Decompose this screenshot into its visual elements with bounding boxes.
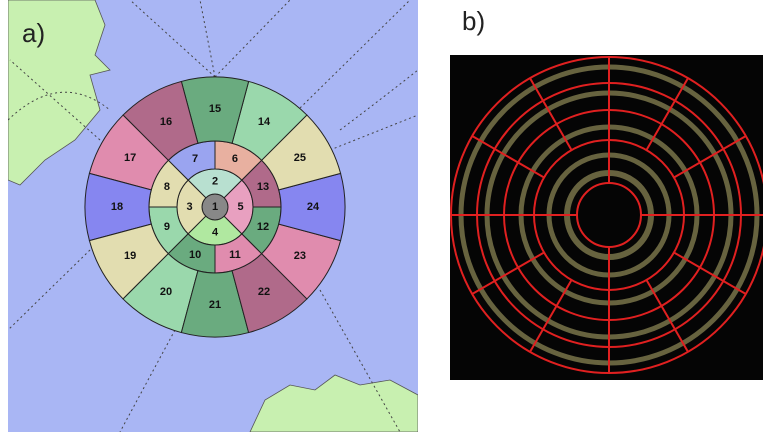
segment-label: 9 xyxy=(164,221,170,233)
page: 1234567891011121314151617181920212223242… xyxy=(0,0,764,434)
segment-label: 20 xyxy=(160,286,172,298)
figure: 1234567891011121314151617181920212223242… xyxy=(0,0,764,434)
segment-label: 8 xyxy=(164,181,170,193)
panel-label: a) xyxy=(22,18,45,48)
segment-label: 16 xyxy=(160,116,172,128)
segment-label: 13 xyxy=(257,181,269,193)
segment-label: 14 xyxy=(258,116,271,128)
panel-label: b) xyxy=(462,6,485,36)
segment-label: 21 xyxy=(209,299,221,311)
segment-label: 2 xyxy=(212,175,218,187)
segment-label: 1 xyxy=(212,201,218,213)
segment-label: 23 xyxy=(294,250,306,262)
segment-label: 17 xyxy=(124,152,136,164)
segment-label: 15 xyxy=(209,103,221,115)
segment-label: 11 xyxy=(229,249,241,261)
segment-label: 18 xyxy=(111,201,123,213)
segment-label: 5 xyxy=(237,201,243,213)
segment-label: 4 xyxy=(212,226,219,238)
segment-label: 7 xyxy=(192,153,198,165)
segment-label: 12 xyxy=(257,221,269,233)
segment-label: 10 xyxy=(189,249,201,261)
segment-label: 3 xyxy=(186,201,192,213)
segment-label: 6 xyxy=(232,153,238,165)
segment-label: 24 xyxy=(307,201,320,213)
segment-label: 19 xyxy=(124,250,136,262)
segment-label: 25 xyxy=(294,152,306,164)
photo-panel xyxy=(450,55,764,380)
segment-label: 22 xyxy=(258,286,270,298)
